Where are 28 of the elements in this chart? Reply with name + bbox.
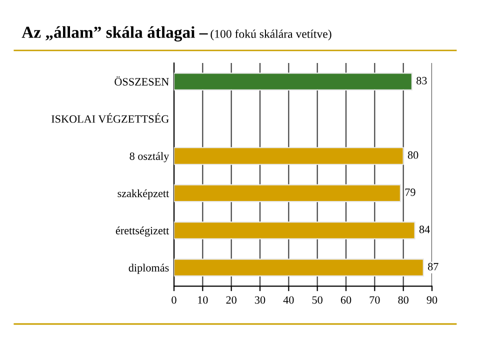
data-label: 80 xyxy=(408,151,418,159)
x-tick-label: 90 xyxy=(426,296,438,304)
data-label: 83 xyxy=(416,76,427,84)
x-tick-label: 40 xyxy=(283,296,294,304)
y-tick-label: szakképzett xyxy=(118,189,170,200)
bar xyxy=(174,147,404,165)
x-tick-label: 70 xyxy=(370,296,380,304)
bar xyxy=(174,72,412,91)
data-label: 79 xyxy=(405,188,416,196)
x-tick-label: 0 xyxy=(172,296,176,304)
y-tick-label: ISKOLAI VÉGZETTSÉG xyxy=(52,113,169,123)
y-tick-label: érettségizett xyxy=(116,226,170,237)
x-tick-label: 60 xyxy=(340,296,352,304)
y-tick-label: 8 osztály xyxy=(130,152,170,162)
chart-subtitle: (100 fokú skálára vetítve) xyxy=(210,29,332,40)
bar xyxy=(174,184,402,202)
x-tick-label: 10 xyxy=(198,296,208,304)
bar xyxy=(174,221,416,240)
data-label: 87 xyxy=(428,262,438,270)
bar xyxy=(174,258,424,277)
data-label: 84 xyxy=(419,226,430,234)
x-tick-label: 20 xyxy=(226,296,236,304)
chart-title: Az „állam” skála átlagai – xyxy=(22,26,208,42)
x-tick-label: 50 xyxy=(312,296,322,304)
x-tick-label: 30 xyxy=(254,296,266,304)
x-tick-label: 80 xyxy=(398,296,408,304)
y-tick-label: diplomás xyxy=(128,264,169,274)
y-tick-label: ÖSSZESEN xyxy=(114,76,169,86)
